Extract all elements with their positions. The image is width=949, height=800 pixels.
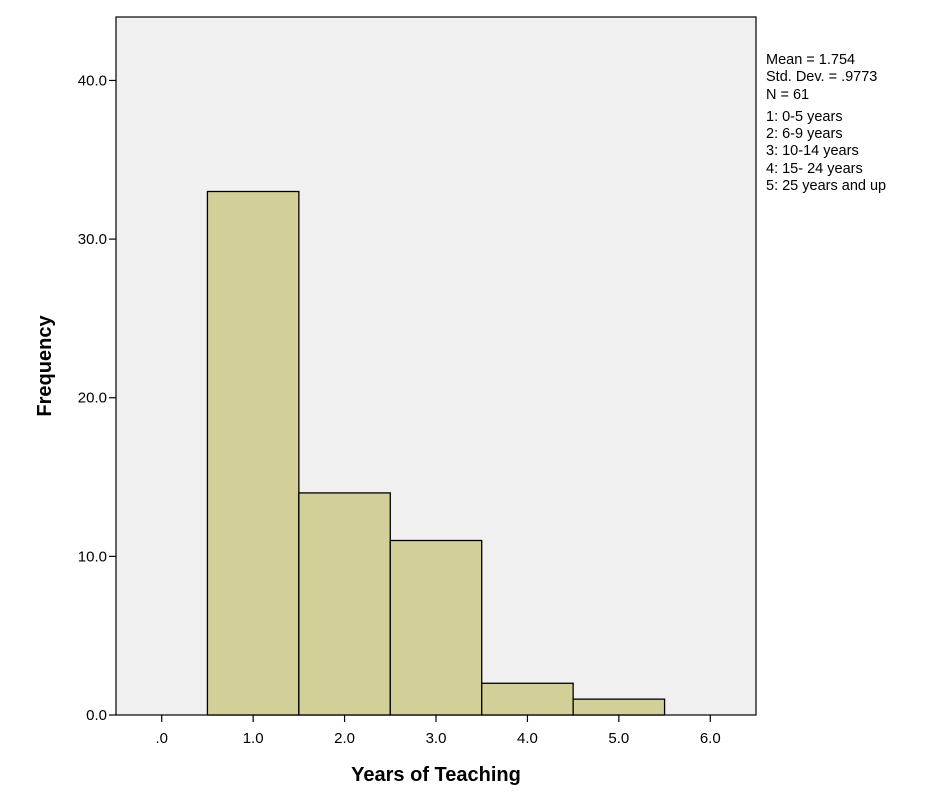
x-tick-label: 2.0 xyxy=(334,730,355,747)
legend-note: 1: 0-5 years xyxy=(766,108,843,125)
stats-annotation: Mean = 1.754 Std. Dev. = .9773 N = 61 1:… xyxy=(766,52,886,195)
stat-mean: Mean = 1.754 xyxy=(766,52,856,68)
histogram-bar xyxy=(481,682,574,716)
x-tick-label: 6.0 xyxy=(700,730,721,747)
y-tick-label: 30.0 xyxy=(78,231,107,248)
stat-std-dev: Std. Dev. = .9773 xyxy=(766,69,878,86)
stat-n: N = 61 xyxy=(766,86,810,103)
y-tick-label: 10.0 xyxy=(78,548,107,565)
histogram-bar xyxy=(298,492,391,716)
y-axis: 0.0 10.0 20.0 30.0 40.0 xyxy=(78,72,116,724)
x-tick-label: .0 xyxy=(155,730,168,747)
x-tick-label: 4.0 xyxy=(517,730,538,747)
x-axis: .0 1.0 2.0 3.0 4.0 5.0 6.0 xyxy=(155,715,721,747)
y-tick-label: 40.0 xyxy=(78,72,107,89)
legend-note: 2: 6-9 years xyxy=(766,126,843,143)
histogram-bar xyxy=(206,190,300,716)
x-tick-label: 1.0 xyxy=(243,730,264,747)
x-tick-label: 5.0 xyxy=(608,730,629,747)
y-tick-label: 0.0 xyxy=(86,707,107,724)
histogram-bar xyxy=(572,698,666,716)
legend-note: 5: 25 years and up xyxy=(766,178,887,195)
legend-note: 4: 15- 24 years xyxy=(766,160,863,177)
x-tick-label: 3.0 xyxy=(426,730,447,747)
legend-note: 3: 10-14 years xyxy=(766,143,859,160)
y-tick-label: 20.0 xyxy=(78,390,107,407)
x-axis-title: Years of Teaching xyxy=(351,764,521,786)
bars-group xyxy=(206,190,666,716)
histogram-bar xyxy=(389,539,483,716)
y-axis-title: Frequency xyxy=(34,315,56,417)
